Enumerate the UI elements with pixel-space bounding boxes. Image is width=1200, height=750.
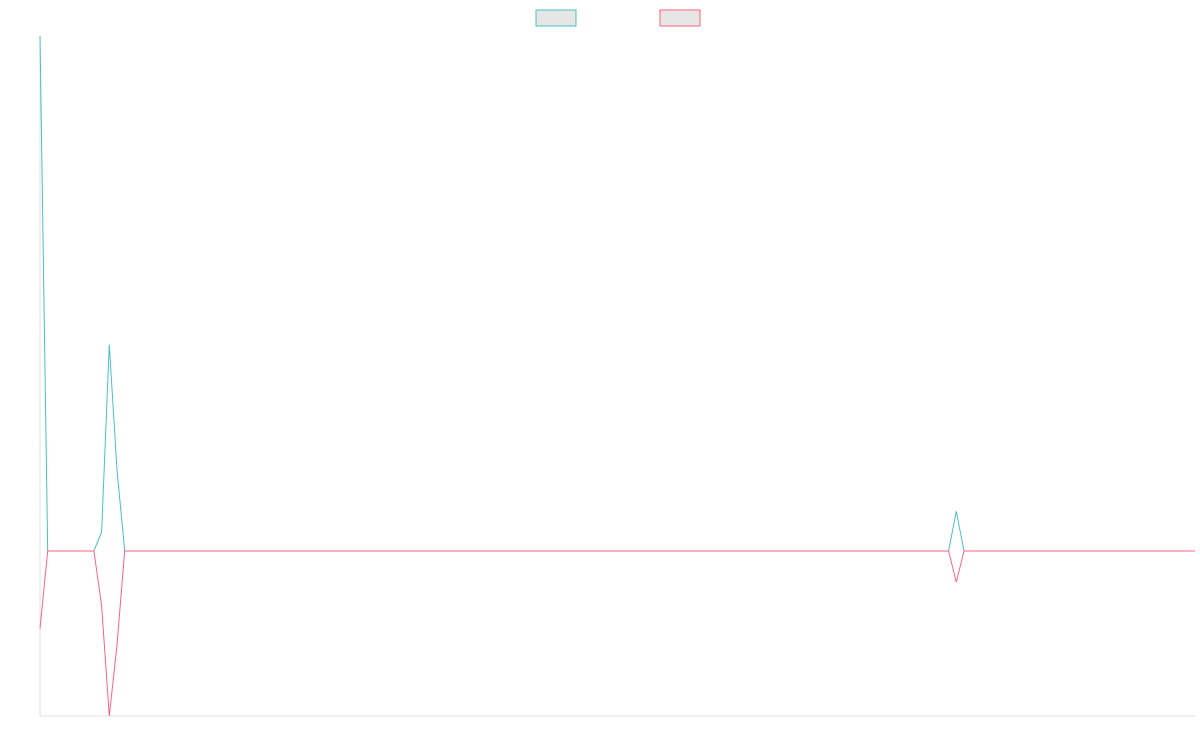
series-line [39,35,1195,552]
legend-swatch [659,9,701,27]
legend-swatch [535,9,577,27]
series-line [39,550,1195,717]
